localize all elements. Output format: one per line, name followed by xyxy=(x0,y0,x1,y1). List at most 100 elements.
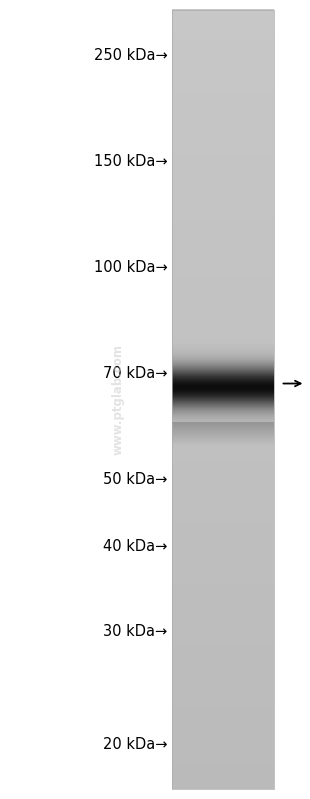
Bar xyxy=(172,186,274,189)
Bar xyxy=(172,58,274,62)
Bar xyxy=(172,139,274,142)
Bar xyxy=(172,757,274,761)
Bar xyxy=(172,566,274,568)
Bar xyxy=(172,475,274,478)
Bar xyxy=(172,667,274,670)
Bar xyxy=(172,729,274,732)
Bar xyxy=(172,693,274,696)
Bar xyxy=(172,373,274,376)
Bar xyxy=(172,324,274,327)
Bar xyxy=(172,17,274,20)
Bar xyxy=(172,519,274,522)
Bar xyxy=(172,303,274,306)
Bar xyxy=(172,62,274,64)
Bar xyxy=(172,321,274,324)
Bar xyxy=(172,464,274,467)
Bar xyxy=(172,72,274,74)
Bar xyxy=(172,446,274,449)
Bar xyxy=(172,384,274,387)
Bar xyxy=(172,750,274,753)
Bar xyxy=(172,747,274,750)
Bar xyxy=(172,25,274,28)
Bar xyxy=(172,352,274,356)
Bar xyxy=(172,550,274,553)
Bar xyxy=(172,719,274,721)
Bar xyxy=(172,9,274,12)
Bar xyxy=(172,201,274,205)
Bar xyxy=(172,726,274,729)
Bar xyxy=(172,511,274,514)
Bar xyxy=(172,288,274,290)
Bar xyxy=(172,433,274,436)
Bar xyxy=(172,410,274,412)
Bar xyxy=(172,641,274,644)
Bar xyxy=(172,225,274,228)
Bar xyxy=(172,724,274,727)
Bar xyxy=(172,277,274,280)
Bar xyxy=(172,657,274,659)
Bar xyxy=(172,233,274,236)
Bar xyxy=(172,350,274,352)
Bar xyxy=(172,761,274,763)
Bar xyxy=(172,763,274,766)
Bar xyxy=(172,204,274,207)
Bar xyxy=(172,85,274,88)
Bar xyxy=(172,305,274,308)
Bar xyxy=(172,503,274,506)
Bar xyxy=(172,209,274,213)
Bar xyxy=(172,89,274,93)
Text: 30 kDa→: 30 kDa→ xyxy=(103,624,167,638)
Bar xyxy=(172,670,274,673)
Bar xyxy=(172,578,274,582)
Bar xyxy=(172,162,274,165)
Bar xyxy=(172,400,274,402)
Bar xyxy=(172,137,274,140)
Bar xyxy=(172,157,274,161)
Bar xyxy=(172,178,274,181)
Bar xyxy=(172,688,274,690)
Bar xyxy=(172,340,274,342)
Bar xyxy=(172,714,274,717)
Bar xyxy=(172,207,274,210)
Bar xyxy=(172,441,274,443)
Bar xyxy=(172,141,274,145)
Bar xyxy=(172,483,274,485)
Bar xyxy=(172,615,274,618)
Bar xyxy=(172,643,274,646)
Bar xyxy=(172,701,274,704)
Text: 70 kDa→: 70 kDa→ xyxy=(103,367,167,381)
Bar xyxy=(172,742,274,745)
Bar xyxy=(172,64,274,67)
Bar xyxy=(172,771,274,773)
Bar xyxy=(172,781,274,784)
Bar xyxy=(172,10,274,789)
Text: 150 kDa→: 150 kDa→ xyxy=(94,154,167,169)
Bar xyxy=(172,415,274,418)
Bar xyxy=(172,103,274,105)
Bar xyxy=(172,745,274,748)
Bar xyxy=(172,155,274,157)
Bar xyxy=(172,765,274,769)
Bar xyxy=(172,664,274,667)
Bar xyxy=(172,524,274,527)
Bar xyxy=(172,695,274,698)
Bar xyxy=(172,386,274,389)
Bar xyxy=(172,545,274,547)
Bar xyxy=(172,261,274,264)
Bar xyxy=(172,363,274,366)
Bar xyxy=(172,14,274,18)
Bar xyxy=(172,269,274,272)
Bar xyxy=(172,568,274,571)
Bar xyxy=(172,329,274,332)
Bar xyxy=(172,240,274,244)
Bar xyxy=(172,282,274,285)
Bar xyxy=(172,217,274,221)
Bar xyxy=(172,467,274,470)
Text: 40 kDa→: 40 kDa→ xyxy=(103,539,167,554)
Bar xyxy=(172,508,274,511)
Bar xyxy=(172,680,274,683)
Bar xyxy=(172,149,274,153)
Bar xyxy=(172,581,274,584)
Bar xyxy=(172,562,274,566)
Bar xyxy=(172,472,274,475)
